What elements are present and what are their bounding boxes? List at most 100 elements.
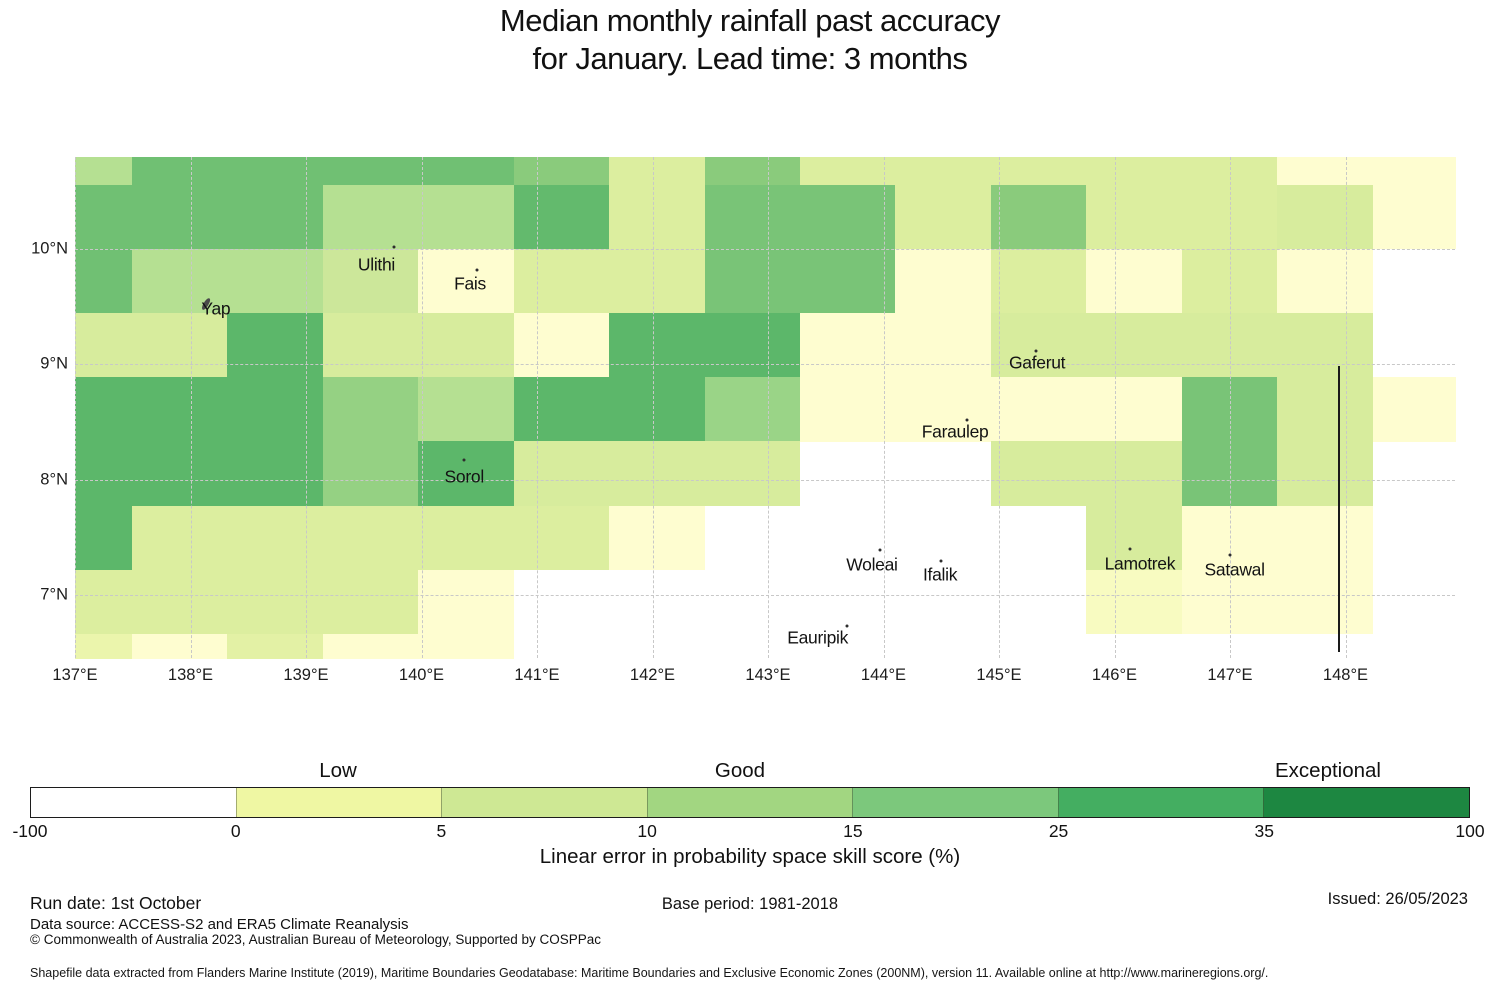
map-cell (513, 157, 610, 186)
woleai-island-marker (878, 548, 882, 552)
map-cell (609, 377, 706, 442)
map-area: Yap Ulithi Fais Sorol Gaferut Faraulep Woleai I… (75, 157, 1456, 659)
map-cell (1086, 441, 1183, 507)
map-cell (513, 313, 610, 378)
longitude-gridline (1230, 157, 1231, 658)
map-cell (131, 157, 228, 186)
map-cell (75, 505, 133, 571)
gaferut-island-label: Gaferut (1008, 352, 1066, 373)
map-cell (1181, 184, 1278, 250)
y-axis-tick-label: 9°N (40, 354, 68, 373)
map-cell (609, 184, 706, 250)
map-cell (513, 249, 610, 314)
eez-boundary-line (1338, 365, 1341, 652)
map-cell (799, 377, 896, 442)
y-axis-tick-label: 7°N (40, 585, 68, 604)
colorbar-segment (441, 788, 647, 817)
map-cell (1181, 313, 1278, 378)
map-cell (799, 249, 896, 314)
x-axis-tick-label: 144°E (860, 666, 907, 684)
latitude-gridline (75, 595, 1455, 597)
map-cell (1277, 377, 1374, 442)
map-cell (1277, 184, 1374, 250)
map-cell (322, 377, 419, 442)
map-cell (1372, 184, 1456, 250)
run-date-text: Run date: 1st October (30, 893, 202, 913)
chart-title: Median monthly rainfall past accuracy fo… (0, 2, 1500, 78)
map-cell (1277, 441, 1374, 507)
shapefile-attribution-text: Shapefile data extracted from Flanders M… (30, 966, 1269, 980)
map-cell (513, 377, 610, 442)
eauripik-island-marker (845, 624, 849, 628)
map-cell (75, 313, 133, 378)
map-cell (609, 157, 706, 186)
map-cell (418, 249, 515, 314)
sorol-island-marker (462, 458, 466, 462)
faraulep-island-label: Faraulep (921, 421, 989, 442)
map-cell (418, 313, 515, 378)
longitude-gridline (999, 157, 1000, 658)
map-cell (227, 569, 324, 635)
x-axis-tick-label: 137°E (52, 666, 98, 684)
map-cell (990, 313, 1087, 378)
longitude-gridline (306, 157, 307, 658)
longitude-gridline (537, 157, 538, 658)
gaferut-island-marker (1034, 349, 1038, 353)
map-cell (1086, 313, 1183, 378)
map-cell (75, 249, 133, 314)
map-cell (75, 377, 133, 442)
map-cell (513, 505, 610, 571)
map-cell (418, 633, 515, 659)
map-cell (1277, 249, 1374, 314)
map-cell (1277, 157, 1374, 186)
satawal-island-marker (1228, 553, 1232, 557)
issued-date-text: Issued: 26/05/2023 (1327, 890, 1468, 908)
lamotrek-island-label: Lamotrek (1104, 553, 1176, 574)
map-cell (895, 313, 992, 378)
map-cell (131, 633, 228, 659)
map-cell (322, 184, 419, 250)
map-cell (990, 249, 1087, 314)
satawal-island-label: Satawal (1204, 559, 1265, 580)
colorbar-tick-label: 0 (230, 821, 241, 841)
chart-title-line2: for January. Lead time: 3 months (532, 41, 968, 76)
map-cell (131, 377, 228, 442)
map-cell (990, 377, 1087, 442)
colorbar-tick-label: 15 (843, 821, 863, 841)
map-cell (513, 441, 610, 507)
map-cell (1181, 249, 1278, 314)
map-cell (1086, 505, 1183, 571)
map-cell (322, 569, 419, 635)
map-cell (990, 157, 1087, 186)
colorbar-segment (646, 788, 853, 817)
map-cell (704, 441, 801, 507)
ulithi-island-marker (392, 245, 396, 249)
map-cell (1086, 157, 1183, 186)
map-cell (227, 633, 324, 659)
map-cell (131, 569, 228, 635)
colorbar-tick-label: 35 (1254, 821, 1275, 841)
colorbar-band-label-low: Low (319, 759, 357, 782)
map-cell (990, 441, 1087, 507)
x-axis-tick-label: 146°E (1091, 666, 1138, 684)
map-cell (799, 184, 896, 250)
map-cell (227, 505, 324, 571)
x-axis-tick-label: 141°E (514, 666, 560, 684)
map-cell (990, 184, 1087, 250)
map-cell (418, 441, 515, 507)
x-axis-tick-label: 138°E (167, 666, 214, 684)
x-axis-tick-label: 147°E (1207, 666, 1253, 684)
map-cell (131, 249, 228, 314)
data-source-text: Data source: ACCESS-S2 and ERA5 Climate … (30, 916, 409, 933)
map-cell (75, 441, 133, 507)
map-cell (418, 377, 515, 442)
map-cell (418, 569, 515, 635)
fais-island-marker (475, 268, 479, 272)
map-cell (704, 249, 801, 314)
map-cell (131, 184, 228, 250)
y-axis-tick-label: 8°N (40, 470, 68, 489)
map-cell (227, 313, 324, 378)
map-cell (227, 157, 324, 186)
map-cell (322, 313, 419, 378)
map-cell (1086, 249, 1183, 314)
